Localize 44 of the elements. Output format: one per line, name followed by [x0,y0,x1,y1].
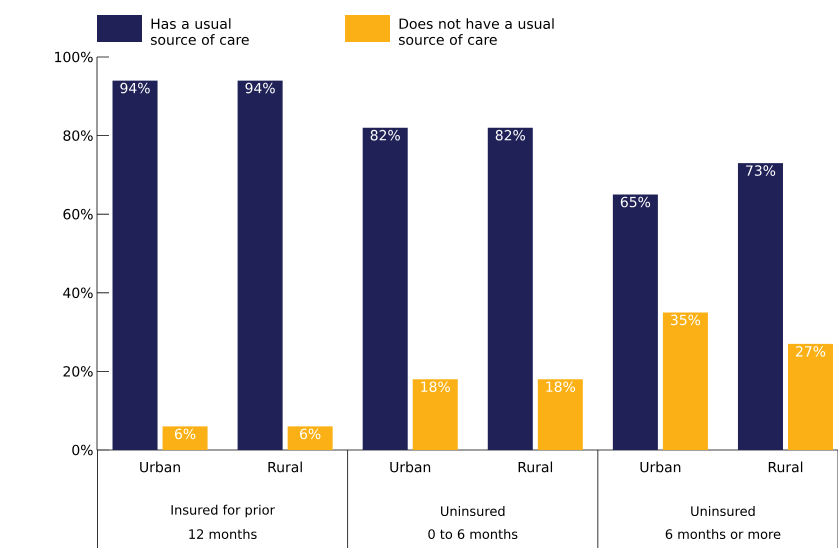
bar [162,426,208,450]
data-label: 27% [796,346,826,357]
legend-label: Does not have a usual source of care [398,18,554,45]
text: 6 months or more [666,528,780,540]
data-label: 94% [120,82,150,94]
bar [362,128,408,450]
text: 0 to 6 months [428,528,518,540]
bar [112,80,158,450]
text: 12 months [189,528,257,540]
bar [238,80,283,450]
data-label: 6% [300,428,320,440]
bar [788,344,834,450]
y-tick-label: 60% [63,208,93,220]
data-label: 35% [670,314,700,326]
bar [662,312,708,450]
legend-label: Has a usual source of care [150,18,249,45]
x-tick-label: Urban [390,462,430,472]
bar [538,379,583,450]
bar [612,194,658,450]
text: Uninsured [441,506,504,516]
bar [412,379,458,450]
bar [288,426,333,450]
data-label: 6% [174,428,196,440]
x-tick-label: Urban [140,462,180,472]
y-tick-label: 100% [55,52,93,62]
text: Uninsured [691,506,755,516]
data-label: 94% [245,82,275,94]
y-tick-label: 80% [63,130,93,141]
x-tick-label: Rural [518,462,552,472]
data-label: 18% [546,381,576,392]
x-tick-label: Urban [640,462,680,472]
data-label: 82% [370,130,400,140]
data-label: 65% [620,196,650,208]
x-tick-label: Rural [268,462,302,472]
text: Insured for prior [172,504,275,518]
bar [488,128,533,450]
y-tick-label: 40% [63,288,93,298]
x-tick-label: Rural [768,462,802,472]
data-label: 73% [746,165,776,176]
bar [738,163,783,450]
data-label: 82% [496,130,526,140]
y-tick-label: 20% [63,366,93,377]
y-tick-label: 0% [72,444,93,456]
data-label: 18% [421,381,450,392]
